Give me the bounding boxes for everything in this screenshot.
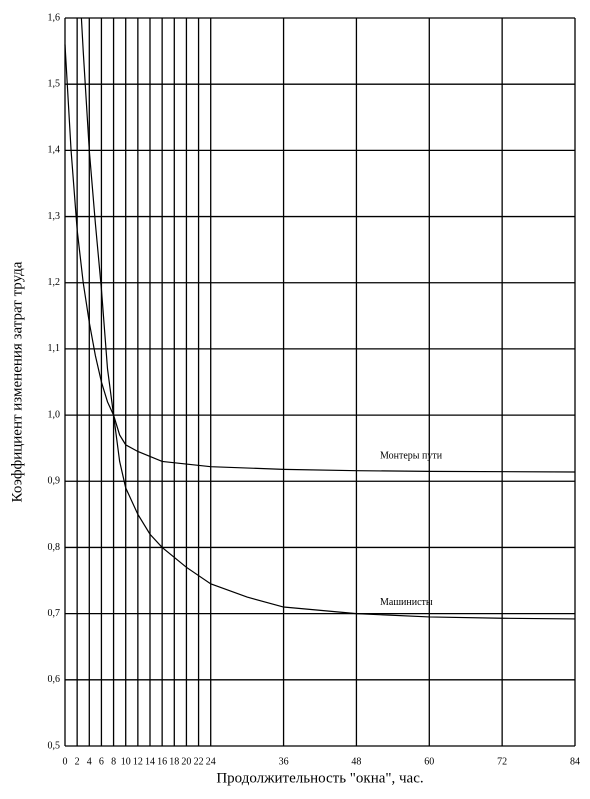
x-tick-label: 36 xyxy=(279,756,289,767)
y-tick-label: 1,2 xyxy=(48,277,61,288)
x-tick-label: 48 xyxy=(351,756,361,767)
x-tick-label: 6 xyxy=(99,756,104,767)
y-tick-label: 0,7 xyxy=(48,608,61,619)
x-tick-label: 18 xyxy=(169,756,179,767)
x-tick-label: 16 xyxy=(157,756,167,767)
x-tick-label: 72 xyxy=(497,756,507,767)
series-label: Машинисты xyxy=(380,597,433,608)
y-tick-label: 0,8 xyxy=(48,542,61,553)
y-tick-label: 1,0 xyxy=(48,409,61,420)
y-tick-label: 1,5 xyxy=(48,78,61,89)
x-tick-label: 8 xyxy=(111,756,116,767)
x-tick-label: 2 xyxy=(75,756,80,767)
x-tick-label: 24 xyxy=(206,756,216,767)
y-tick-label: 1,4 xyxy=(48,145,61,156)
y-tick-label: 1,6 xyxy=(48,12,61,23)
x-tick-label: 12 xyxy=(133,756,143,767)
x-tick-label: 60 xyxy=(424,756,434,767)
line xyxy=(64,44,576,620)
x-tick-label: 22 xyxy=(194,756,204,767)
x-tick-label: 4 xyxy=(87,756,92,767)
x-tick-label: 10 xyxy=(121,756,131,767)
y-tick-label: 0,9 xyxy=(48,476,61,487)
y-tick-label: 1,1 xyxy=(48,343,61,354)
y-tick-label: 1,3 xyxy=(48,211,61,222)
x-tick-label: 84 xyxy=(570,756,580,767)
x-axis-title: Продолжительность "окна", час. xyxy=(216,770,423,786)
line xyxy=(80,17,576,473)
y-tick-label: 0,5 xyxy=(48,740,61,751)
y-tick-label: 0,6 xyxy=(48,674,61,685)
y-axis-title: Коэффициент изменения затрат труда xyxy=(9,261,25,502)
x-tick-label: 20 xyxy=(181,756,191,767)
x-tick-label: 0 xyxy=(63,756,68,767)
x-tick-label: 14 xyxy=(145,756,155,767)
series-label: Монтеры пути xyxy=(380,450,443,461)
